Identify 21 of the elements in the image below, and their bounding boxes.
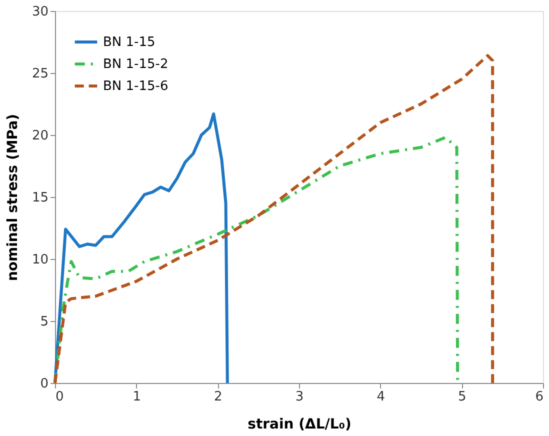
x-tick-label: 4 — [376, 390, 385, 404]
y-axis-title: nominal stress (MPa) — [4, 114, 21, 282]
x-tick-label: 5 — [458, 390, 466, 404]
x-tick-label: 6 — [535, 390, 544, 404]
x-tick-label: 3 — [295, 390, 304, 404]
y-tick-label: 0 — [40, 376, 48, 392]
y-tick-label: 5 — [40, 314, 48, 330]
x-tick-label: 1 — [132, 390, 141, 404]
line-series — [54, 112, 229, 384]
legend-label: BN 1-15-6 — [103, 79, 168, 94]
legend-label: BN 1-15 — [103, 35, 156, 50]
x-tick-label: 0 — [56, 390, 64, 404]
y-tick-label: 15 — [32, 190, 48, 206]
y-tick-label: 25 — [32, 66, 48, 82]
x-axis-title: strain (ΔL/L₀) — [248, 416, 352, 432]
x-tick-label: 2 — [214, 390, 222, 404]
y-tick-label: 10 — [32, 252, 48, 268]
legend-label: BN 1-15-2 — [103, 57, 168, 72]
y-tick-label: 30 — [32, 4, 48, 20]
y-tick-label: 20 — [32, 128, 48, 144]
line-series — [54, 54, 494, 384]
